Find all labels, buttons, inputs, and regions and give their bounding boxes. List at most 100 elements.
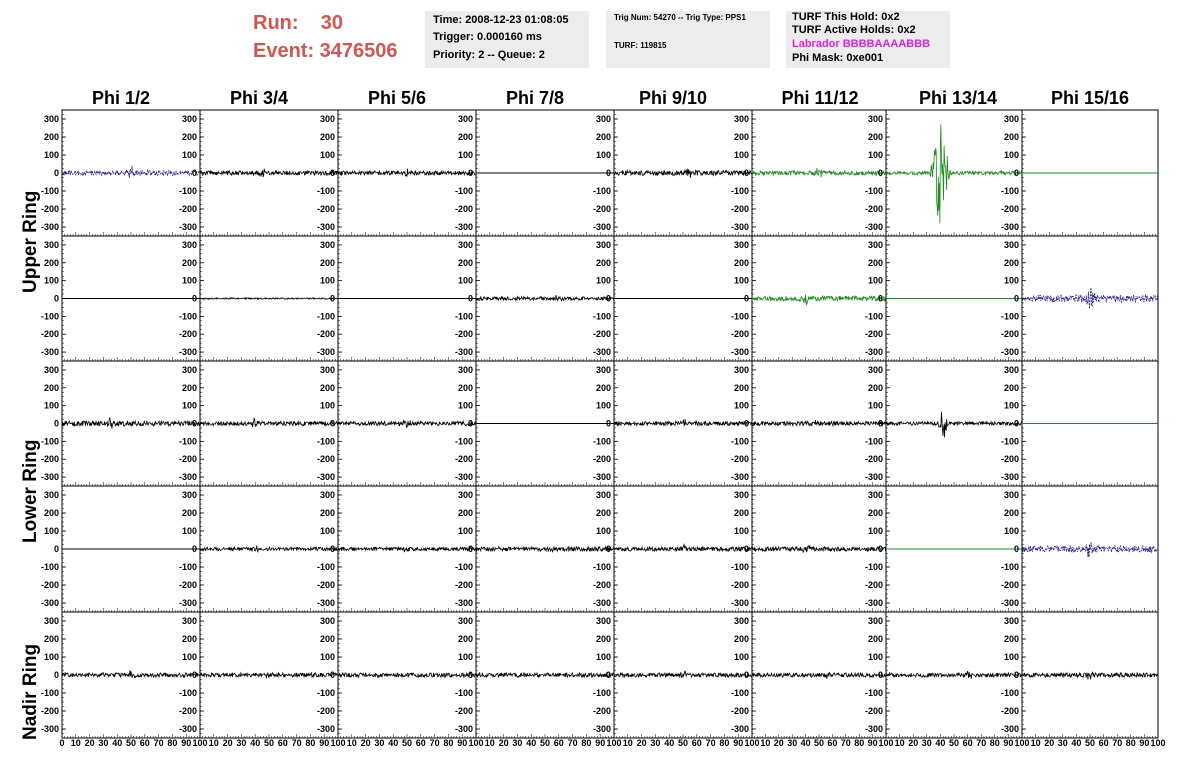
y-tick-label: -200 (179, 454, 197, 464)
waveform-line (475, 545, 615, 553)
y-tick-label: -200 (1001, 329, 1019, 339)
x-tick-label: 20 (85, 738, 95, 748)
x-tick-label: 50 (402, 738, 412, 748)
y-tick-label: 0 (1014, 670, 1019, 680)
y-tick-label: 100 (1004, 526, 1019, 536)
x-tick-label: 80 (167, 738, 177, 748)
y-tick-label: -300 (41, 598, 59, 608)
y-tick-label: -100 (865, 562, 883, 572)
turf-active-holds-text: TURF Active Holds: 0x2 (792, 24, 916, 36)
y-tick-label: 0 (878, 544, 883, 554)
x-tick-label: 40 (1071, 738, 1081, 748)
y-tick-label: 300 (182, 240, 197, 250)
y-tick-label: -100 (593, 311, 611, 321)
y-tick-label: -100 (317, 311, 335, 321)
y-tick-label: 0 (1014, 294, 1019, 304)
x-tick-label: 70 (1112, 738, 1122, 748)
x-tick-label: 60 (416, 738, 426, 748)
y-tick-label: 100 (1004, 652, 1019, 662)
y-tick-label: -200 (179, 329, 197, 339)
y-tick-label: -300 (455, 347, 473, 357)
y-tick-label: 300 (596, 114, 611, 124)
y-tick-label: 300 (734, 240, 749, 250)
x-tick-label: 70 (976, 738, 986, 748)
y-tick-label: 0 (192, 168, 197, 178)
waveform-line (1021, 287, 1159, 309)
y-tick-label: 0 (192, 419, 197, 429)
column-header-phi-15-16: Phi 15/16 (1050, 88, 1130, 108)
y-tick-label: -300 (731, 598, 749, 608)
x-tick-label: 90 (319, 738, 329, 748)
y-tick-label: 100 (182, 526, 197, 536)
y-tick-label: -200 (179, 204, 197, 214)
y-tick-label: -100 (317, 688, 335, 698)
y-tick-label: -200 (731, 706, 749, 716)
y-tick-label: 300 (734, 365, 749, 375)
y-tick-label: 300 (182, 616, 197, 626)
y-tick-label: 0 (330, 419, 335, 429)
y-tick-label: 300 (868, 365, 883, 375)
y-tick-label: 200 (596, 132, 611, 142)
y-tick-label: 200 (734, 383, 749, 393)
waveform-line (199, 545, 339, 554)
x-tick-label: 90 (733, 738, 743, 748)
waveform-line (338, 545, 477, 553)
y-tick-label: -100 (1001, 562, 1019, 572)
y-tick-label: -200 (593, 580, 611, 590)
y-tick-label: 100 (458, 652, 473, 662)
x-tick-label: 100 (330, 738, 345, 748)
y-tick-label: 200 (868, 132, 883, 142)
x-tick-label: 40 (935, 738, 945, 748)
y-tick-label: 200 (44, 132, 59, 142)
y-tick-label: 300 (182, 365, 197, 375)
y-tick-label: 100 (868, 526, 883, 536)
y-tick-label: -300 (1001, 724, 1019, 734)
y-tick-label: 300 (596, 240, 611, 250)
x-tick-label: 80 (1126, 738, 1136, 748)
x-tick-label: 80 (581, 738, 591, 748)
y-tick-label: 200 (734, 634, 749, 644)
y-tick-label: 0 (54, 294, 59, 304)
y-tick-label: -300 (865, 347, 883, 357)
y-tick-label: 300 (320, 616, 335, 626)
y-tick-label: 100 (734, 401, 749, 411)
y-tick-label: -100 (455, 688, 473, 698)
waveform-line (751, 544, 887, 553)
labrador-text: Labrador BBBBAAAABBB (792, 38, 931, 50)
y-tick-label: -100 (865, 688, 883, 698)
y-tick-label: 300 (868, 616, 883, 626)
y-tick-label: 100 (44, 276, 59, 286)
y-tick-label: 300 (458, 365, 473, 375)
x-tick-label: 40 (250, 738, 260, 748)
waveform-line (885, 671, 1023, 679)
y-tick-label: 300 (320, 114, 335, 124)
x-tick-label: 20 (361, 738, 371, 748)
y-tick-label: -300 (41, 724, 59, 734)
y-tick-label: 0 (606, 670, 611, 680)
y-tick-label: 200 (320, 132, 335, 142)
y-tick-label: -100 (179, 436, 197, 446)
y-tick-label: -300 (731, 472, 749, 482)
x-tick-label: 100 (468, 738, 483, 748)
waveform-line (1021, 671, 1159, 680)
waveform-line (199, 168, 339, 178)
y-tick-label: 0 (878, 670, 883, 680)
y-tick-label: 200 (1004, 383, 1019, 393)
x-tick-label: 30 (922, 738, 932, 748)
y-tick-label: -300 (593, 347, 611, 357)
y-tick-label: 100 (596, 401, 611, 411)
y-tick-label: -100 (593, 562, 611, 572)
y-tick-label: -300 (317, 472, 335, 482)
x-tick-label: 70 (706, 738, 716, 748)
y-tick-label: 300 (1004, 240, 1019, 250)
y-tick-label: 100 (320, 276, 335, 286)
y-tick-label: 300 (596, 490, 611, 500)
y-tick-label: -100 (317, 436, 335, 446)
y-tick-label: -300 (865, 724, 883, 734)
y-tick-label: -300 (1001, 347, 1019, 357)
y-tick-label: 300 (458, 490, 473, 500)
y-tick-label: -200 (455, 706, 473, 716)
y-tick-label: -100 (865, 311, 883, 321)
y-tick-label: -100 (455, 311, 473, 321)
